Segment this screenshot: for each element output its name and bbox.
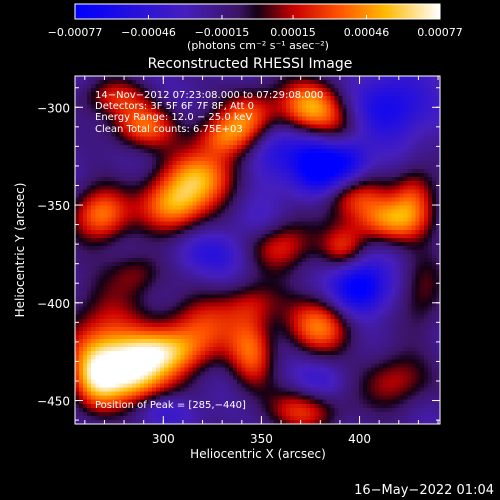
colorbar-tick-label: 0.00077 <box>417 26 463 39</box>
y-tick-label: −450 <box>37 395 70 409</box>
x-tick-label: 350 <box>250 432 273 446</box>
colorbar-tick-label: −0.00077 <box>48 26 103 39</box>
annotation-detectors: Detectors: 3F 5F 6F 7F 8F, Att 0 <box>95 101 254 112</box>
annotation-block: 14−Nov−2012 07:23:08.000 to 07:29:08.000… <box>95 90 323 411</box>
colorbar-unit-label: (photons cm⁻² s⁻¹ asec⁻²) <box>187 39 329 52</box>
y-tick-label: −400 <box>37 297 70 311</box>
y-tick-label: −300 <box>37 101 70 115</box>
plot-area: 300 350 400 −300 −350 −400 −450 <box>37 75 441 446</box>
annotation-time-range: 14−Nov−2012 07:23:08.000 to 07:29:08.000 <box>95 90 323 101</box>
axis-ticks: 300 350 400 −300 −350 −400 −450 <box>37 76 440 446</box>
y-axis-label: Heliocentric Y (arcsec) <box>13 183 27 318</box>
y-tick-label: −350 <box>37 199 70 213</box>
x-axis-label: Heliocentric X (arcsec) <box>190 447 326 461</box>
chart-title: Reconstructed RHESSI Image <box>148 56 353 72</box>
x-tick-label: 400 <box>348 432 371 446</box>
plot-frame <box>74 75 441 425</box>
heatmap-image <box>75 76 440 424</box>
colorbar-tick-label: −0.00046 <box>121 26 176 39</box>
footer-date: 16−May−2022 01:04 <box>354 483 494 498</box>
colorbar-ticks: −0.00077 −0.00046 −0.00015 0.00015 0.00046 0.… <box>48 15 463 39</box>
x-tick-label: 300 <box>152 432 175 446</box>
colorbar-gradient <box>75 4 440 19</box>
colorbar: −0.00077 −0.00046 −0.00015 0.00015 0.00046 0.… <box>48 3 463 52</box>
annotation-peak-position: Position of Peak = [285,−440] <box>95 400 246 411</box>
colorbar-tick-label: 0.00015 <box>270 26 316 39</box>
colorbar-tick-label: 0.00046 <box>344 26 390 39</box>
annotation-clean-counts: Clean Total counts: 6.75E+03 <box>95 124 243 135</box>
colorbar-frame <box>74 3 441 20</box>
colorbar-tick-label: −0.00015 <box>195 26 250 39</box>
annotation-energy-range: Energy Range: 12.0 − 25.0 keV <box>95 112 252 123</box>
